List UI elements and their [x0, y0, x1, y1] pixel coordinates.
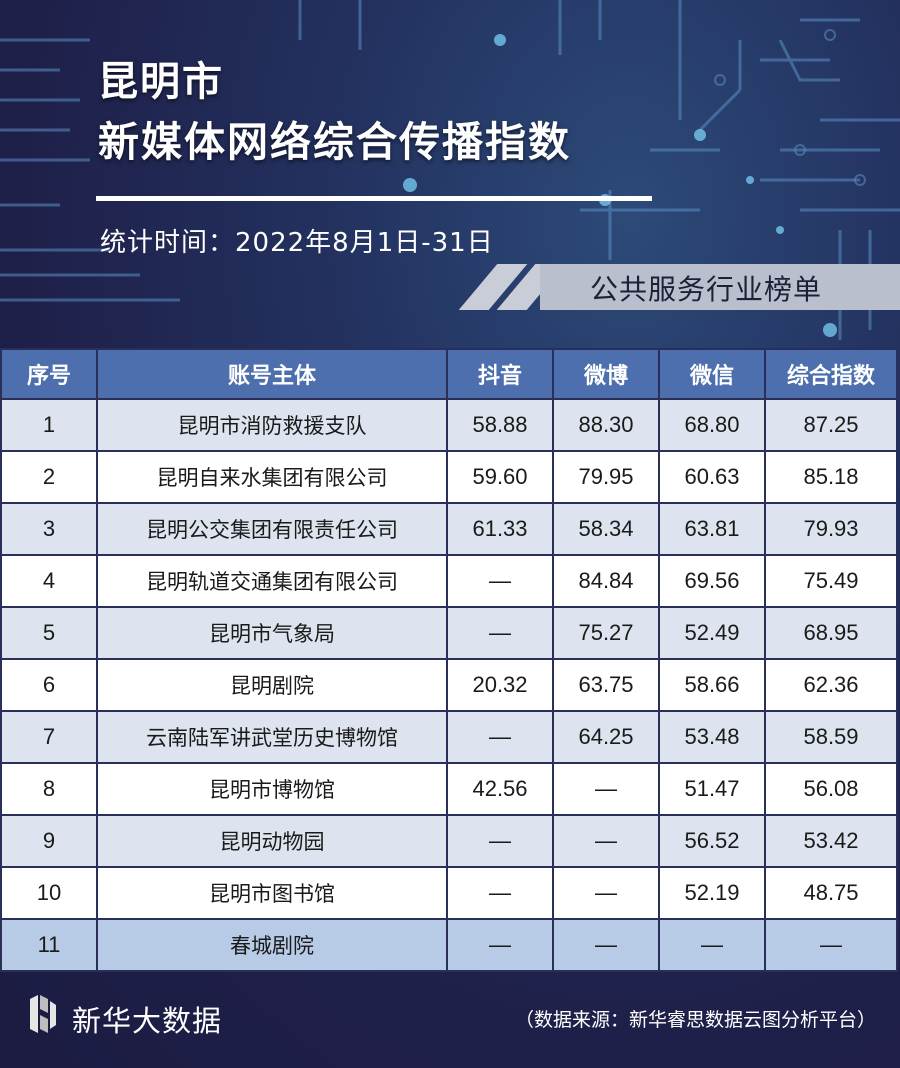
- rank-cell: 3: [0, 502, 98, 556]
- rank-cell: 1: [0, 398, 98, 452]
- column-header-index: 综合指数: [764, 348, 898, 400]
- table-row: 7 云南陆军讲武堂历史博物馆 — 64.25 53.48 58.59: [0, 710, 898, 764]
- weixin-cell: 53.48: [658, 710, 766, 764]
- account-name-cell: 昆明自来水集团有限公司: [96, 450, 448, 504]
- weibo-cell: —: [552, 866, 660, 920]
- weibo-cell: 64.25: [552, 710, 660, 764]
- index-cell: 58.59: [764, 710, 898, 764]
- weibo-cell: 84.84: [552, 554, 660, 608]
- account-name-cell: 昆明市气象局: [96, 606, 448, 660]
- table-row: 6 昆明剧院 20.32 63.75 58.66 62.36: [0, 658, 898, 712]
- title-underline: [96, 196, 652, 201]
- account-name-cell: 昆明市消防救援支队: [96, 398, 448, 452]
- weibo-cell: —: [552, 918, 660, 972]
- rank-cell: 10: [0, 866, 98, 920]
- column-header-weixin: 微信: [658, 348, 766, 400]
- rank-cell: 2: [0, 450, 98, 504]
- table-row: 11 春城剧院 — — — —: [0, 918, 898, 972]
- column-header-account: 账号主体: [96, 348, 448, 400]
- weibo-cell: 88.30: [552, 398, 660, 452]
- account-name-cell: 昆明公交集团有限责任公司: [96, 502, 448, 556]
- table-row: 2 昆明自来水集团有限公司 59.60 79.95 60.63 85.18: [0, 450, 898, 504]
- index-cell: 48.75: [764, 866, 898, 920]
- weixin-cell: —: [658, 918, 766, 972]
- weixin-cell: 60.63: [658, 450, 766, 504]
- table-row: 3 昆明公交集团有限责任公司 61.33 58.34 63.81 79.93: [0, 502, 898, 556]
- douyin-cell: 59.60: [446, 450, 554, 504]
- weibo-cell: 75.27: [552, 606, 660, 660]
- weixin-cell: 58.66: [658, 658, 766, 712]
- weixin-cell: 52.49: [658, 606, 766, 660]
- rank-cell: 9: [0, 814, 98, 868]
- douyin-cell: —: [446, 866, 554, 920]
- table-row: 9 昆明动物园 — — 56.52 53.42: [0, 814, 898, 868]
- douyin-cell: —: [446, 918, 554, 972]
- table-header-row: 序号 账号主体 抖音 微博 微信 综合指数: [0, 348, 898, 400]
- index-cell: 68.95: [764, 606, 898, 660]
- weixin-cell: 68.80: [658, 398, 766, 452]
- xinhua-logo-icon: [30, 995, 56, 1033]
- table-row: 10 昆明市图书馆 — — 52.19 48.75: [0, 866, 898, 920]
- category-badge: [540, 264, 900, 310]
- account-name-cell: 昆明动物园: [96, 814, 448, 868]
- douyin-cell: 42.56: [446, 762, 554, 816]
- weixin-cell: 56.52: [658, 814, 766, 868]
- weibo-cell: —: [552, 762, 660, 816]
- index-cell: 53.42: [764, 814, 898, 868]
- title-block: 昆明市 新媒体网络综合传播指数: [98, 58, 571, 172]
- douyin-cell: 20.32: [446, 658, 554, 712]
- index-cell: 79.93: [764, 502, 898, 556]
- title-main: 新媒体网络综合传播指数: [98, 118, 571, 166]
- weibo-cell: 79.95: [552, 450, 660, 504]
- rank-cell: 6: [0, 658, 98, 712]
- douyin-cell: —: [446, 606, 554, 660]
- index-cell: 75.49: [764, 554, 898, 608]
- weixin-cell: 63.81: [658, 502, 766, 556]
- column-header-douyin: 抖音: [446, 348, 554, 400]
- account-name-cell: 春城剧院: [96, 918, 448, 972]
- account-name-cell: 云南陆军讲武堂历史博物馆: [96, 710, 448, 764]
- column-header-rank: 序号: [0, 348, 98, 400]
- rank-cell: 5: [0, 606, 98, 660]
- rank-cell: 7: [0, 710, 98, 764]
- title-city: 昆明市: [98, 59, 224, 105]
- account-name-cell: 昆明轨道交通集团有限公司: [96, 554, 448, 608]
- table-row: 4 昆明轨道交通集团有限公司 — 84.84 69.56 75.49: [0, 554, 898, 608]
- weibo-cell: 58.34: [552, 502, 660, 556]
- weixin-cell: 51.47: [658, 762, 766, 816]
- index-cell: 56.08: [764, 762, 898, 816]
- rank-cell: 11: [0, 918, 98, 972]
- douyin-cell: 58.88: [446, 398, 554, 452]
- douyin-cell: 61.33: [446, 502, 554, 556]
- weixin-cell: 52.19: [658, 866, 766, 920]
- ranking-table: 序号 账号主体 抖音 微博 微信 综合指数 1 昆明市消防救援支队 58.88 …: [0, 348, 898, 972]
- douyin-cell: —: [446, 554, 554, 608]
- weixin-cell: 69.56: [658, 554, 766, 608]
- weibo-cell: —: [552, 814, 660, 868]
- column-header-weibo: 微博: [552, 348, 660, 400]
- account-name-cell: 昆明市图书馆: [96, 866, 448, 920]
- table-row: 1 昆明市消防救援支队 58.88 88.30 68.80 87.25: [0, 398, 898, 452]
- circuit-background: [0, 0, 900, 340]
- category-label: 公共服务行业榜单: [590, 273, 823, 306]
- weibo-cell: 63.75: [552, 658, 660, 712]
- douyin-cell: —: [446, 814, 554, 868]
- douyin-cell: —: [446, 710, 554, 764]
- index-cell: —: [764, 918, 898, 972]
- account-name-cell: 昆明剧院: [96, 658, 448, 712]
- index-cell: 85.18: [764, 450, 898, 504]
- account-name-cell: 昆明市博物馆: [96, 762, 448, 816]
- index-cell: 87.25: [764, 398, 898, 452]
- table-row: 8 昆明市博物馆 42.56 — 51.47 56.08: [0, 762, 898, 816]
- rank-cell: 8: [0, 762, 98, 816]
- table-row: 5 昆明市气象局 — 75.27 52.49 68.95: [0, 606, 898, 660]
- statistics-period: 统计时间：2022年8月1日-31日: [100, 228, 494, 258]
- footer-brand: 新华大数据: [72, 1004, 223, 1038]
- rank-cell: 4: [0, 554, 98, 608]
- data-source-note: （数据来源：新华睿思数据云图分析平台）: [514, 1009, 876, 1031]
- index-cell: 62.36: [764, 658, 898, 712]
